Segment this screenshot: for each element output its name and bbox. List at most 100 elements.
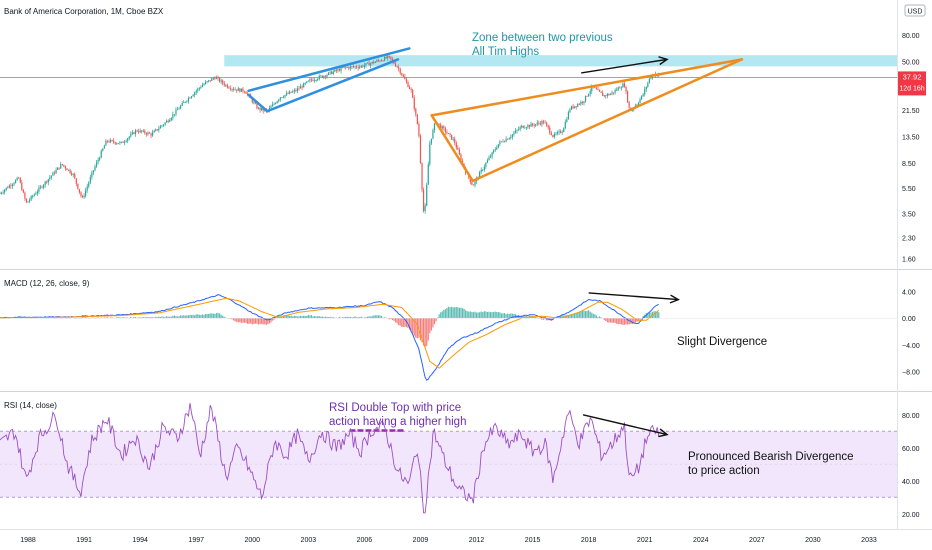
candle — [496, 145, 498, 151]
candle — [510, 134, 512, 140]
candle — [231, 88, 233, 92]
candle — [603, 94, 605, 98]
candle — [580, 100, 582, 107]
candle — [21, 179, 23, 191]
candle — [584, 95, 587, 103]
annotation-bearish-divergence-line2[interactable]: to price action — [688, 465, 760, 477]
macd-hist-bar — [634, 318, 636, 323]
candle — [39, 184, 42, 190]
candle — [505, 136, 507, 143]
candle — [569, 107, 571, 114]
macd-hist-bar — [323, 316, 325, 319]
macd-hist-bar — [285, 315, 288, 319]
candle — [142, 128, 144, 133]
candle — [150, 132, 152, 139]
candle — [558, 129, 560, 136]
macd-hist-bar — [223, 316, 225, 319]
macd-hist-bar — [493, 312, 495, 319]
macd-hist-bar — [120, 317, 123, 319]
candle — [443, 124, 445, 131]
macd-hist-bar — [486, 312, 489, 319]
orange-wedge-lower-line[interactable] — [430, 58, 744, 183]
macd-hist-bar — [338, 316, 341, 319]
annotation-zone-line2[interactable]: All Tim Highs — [472, 46, 539, 58]
orange-wedge-upper-line[interactable] — [430, 58, 744, 117]
rsi-divergence-arrow[interactable] — [582, 414, 669, 438]
candle — [128, 135, 130, 141]
candle — [374, 60, 376, 64]
candle — [236, 89, 238, 93]
candle — [16, 176, 18, 181]
macd-hist-bar — [301, 316, 303, 319]
price-tick-label: 1.60 — [902, 256, 916, 263]
macd-hist-bar — [614, 318, 616, 323]
candle — [108, 139, 110, 144]
macd-hist-bar — [471, 311, 473, 319]
blue-wedge-upper-line[interactable] — [247, 47, 411, 93]
annotation-rsi-double-top-line2[interactable]: action having a higher high — [329, 416, 466, 428]
macd-hist-bar — [340, 317, 342, 319]
candle — [474, 180, 476, 188]
macd-hist-bar — [261, 318, 263, 324]
blue-wedge-lower-line[interactable] — [247, 58, 400, 113]
price-divergence-arrow[interactable] — [581, 56, 669, 74]
macd-hist-bar — [194, 315, 196, 319]
annotation-zone-line1[interactable]: Zone between two previous — [472, 32, 613, 44]
annotation-bearish-divergence-line1[interactable]: Pronounced Bearish Divergence — [688, 451, 854, 463]
candle — [301, 84, 303, 91]
macd-hist-bar — [295, 315, 297, 319]
annotation-rsi-double-top-line1[interactable]: RSI Double Top with price — [329, 402, 461, 414]
time-tick-label: 2003 — [301, 537, 317, 544]
candle — [415, 107, 417, 117]
candle — [214, 76, 216, 81]
macd-hist-bar — [181, 315, 183, 319]
candle — [172, 111, 174, 121]
candle — [570, 105, 573, 111]
macd-divergence-arrow[interactable] — [588, 292, 680, 304]
candle — [218, 77, 221, 83]
macd-hist-bar — [391, 318, 394, 320]
candle — [517, 126, 520, 131]
candle — [166, 119, 168, 123]
macd-hist-bar — [441, 311, 443, 319]
macd-hist-bar — [648, 312, 650, 319]
currency-badge[interactable]: USD — [908, 9, 923, 16]
rsi-tick-label: 60.00 — [902, 446, 920, 453]
macd-hist-bar — [150, 317, 152, 319]
macd-hist-bar — [313, 316, 316, 319]
macd-hist-bar — [433, 318, 436, 325]
price-pane[interactable] — [0, 0, 897, 268]
candle — [136, 129, 138, 133]
candle — [416, 113, 418, 125]
macd-hist-bar — [426, 318, 428, 346]
macd-pane[interactable] — [0, 270, 897, 390]
candle — [326, 73, 328, 79]
macd-hist-bar — [225, 317, 227, 319]
candle — [36, 189, 38, 197]
currency-badge-box[interactable] — [904, 4, 926, 17]
candle — [493, 149, 495, 154]
macd-hist-bar — [410, 318, 412, 332]
macd-hist-bar — [158, 316, 160, 319]
candle — [482, 169, 484, 172]
ath-zone-rect[interactable] — [224, 55, 897, 67]
macd-hist-bar — [351, 317, 353, 319]
candle — [323, 75, 325, 80]
macd-title: MACD (12, 26, close, 9) — [4, 279, 90, 288]
candle — [321, 75, 323, 78]
annotation-slight-divergence[interactable]: Slight Divergence — [677, 336, 767, 348]
candle — [164, 121, 166, 127]
candle — [63, 164, 65, 168]
candle — [229, 85, 232, 91]
candle — [156, 129, 158, 132]
macd-hist-bar — [83, 317, 85, 319]
candle — [538, 120, 540, 126]
macd-hist-bar — [427, 318, 429, 341]
candle — [85, 187, 87, 198]
price-axis-ticks: 80.00 50.00 21.50 13.50 8.50 5.50 3.50 2.30 1.60 — [902, 33, 920, 264]
last-price-countdown: 12d 16h — [899, 85, 924, 92]
macd-hist-bar — [293, 315, 295, 319]
candle — [109, 138, 112, 144]
candle — [567, 110, 570, 120]
macd-hist-bar — [655, 311, 657, 319]
